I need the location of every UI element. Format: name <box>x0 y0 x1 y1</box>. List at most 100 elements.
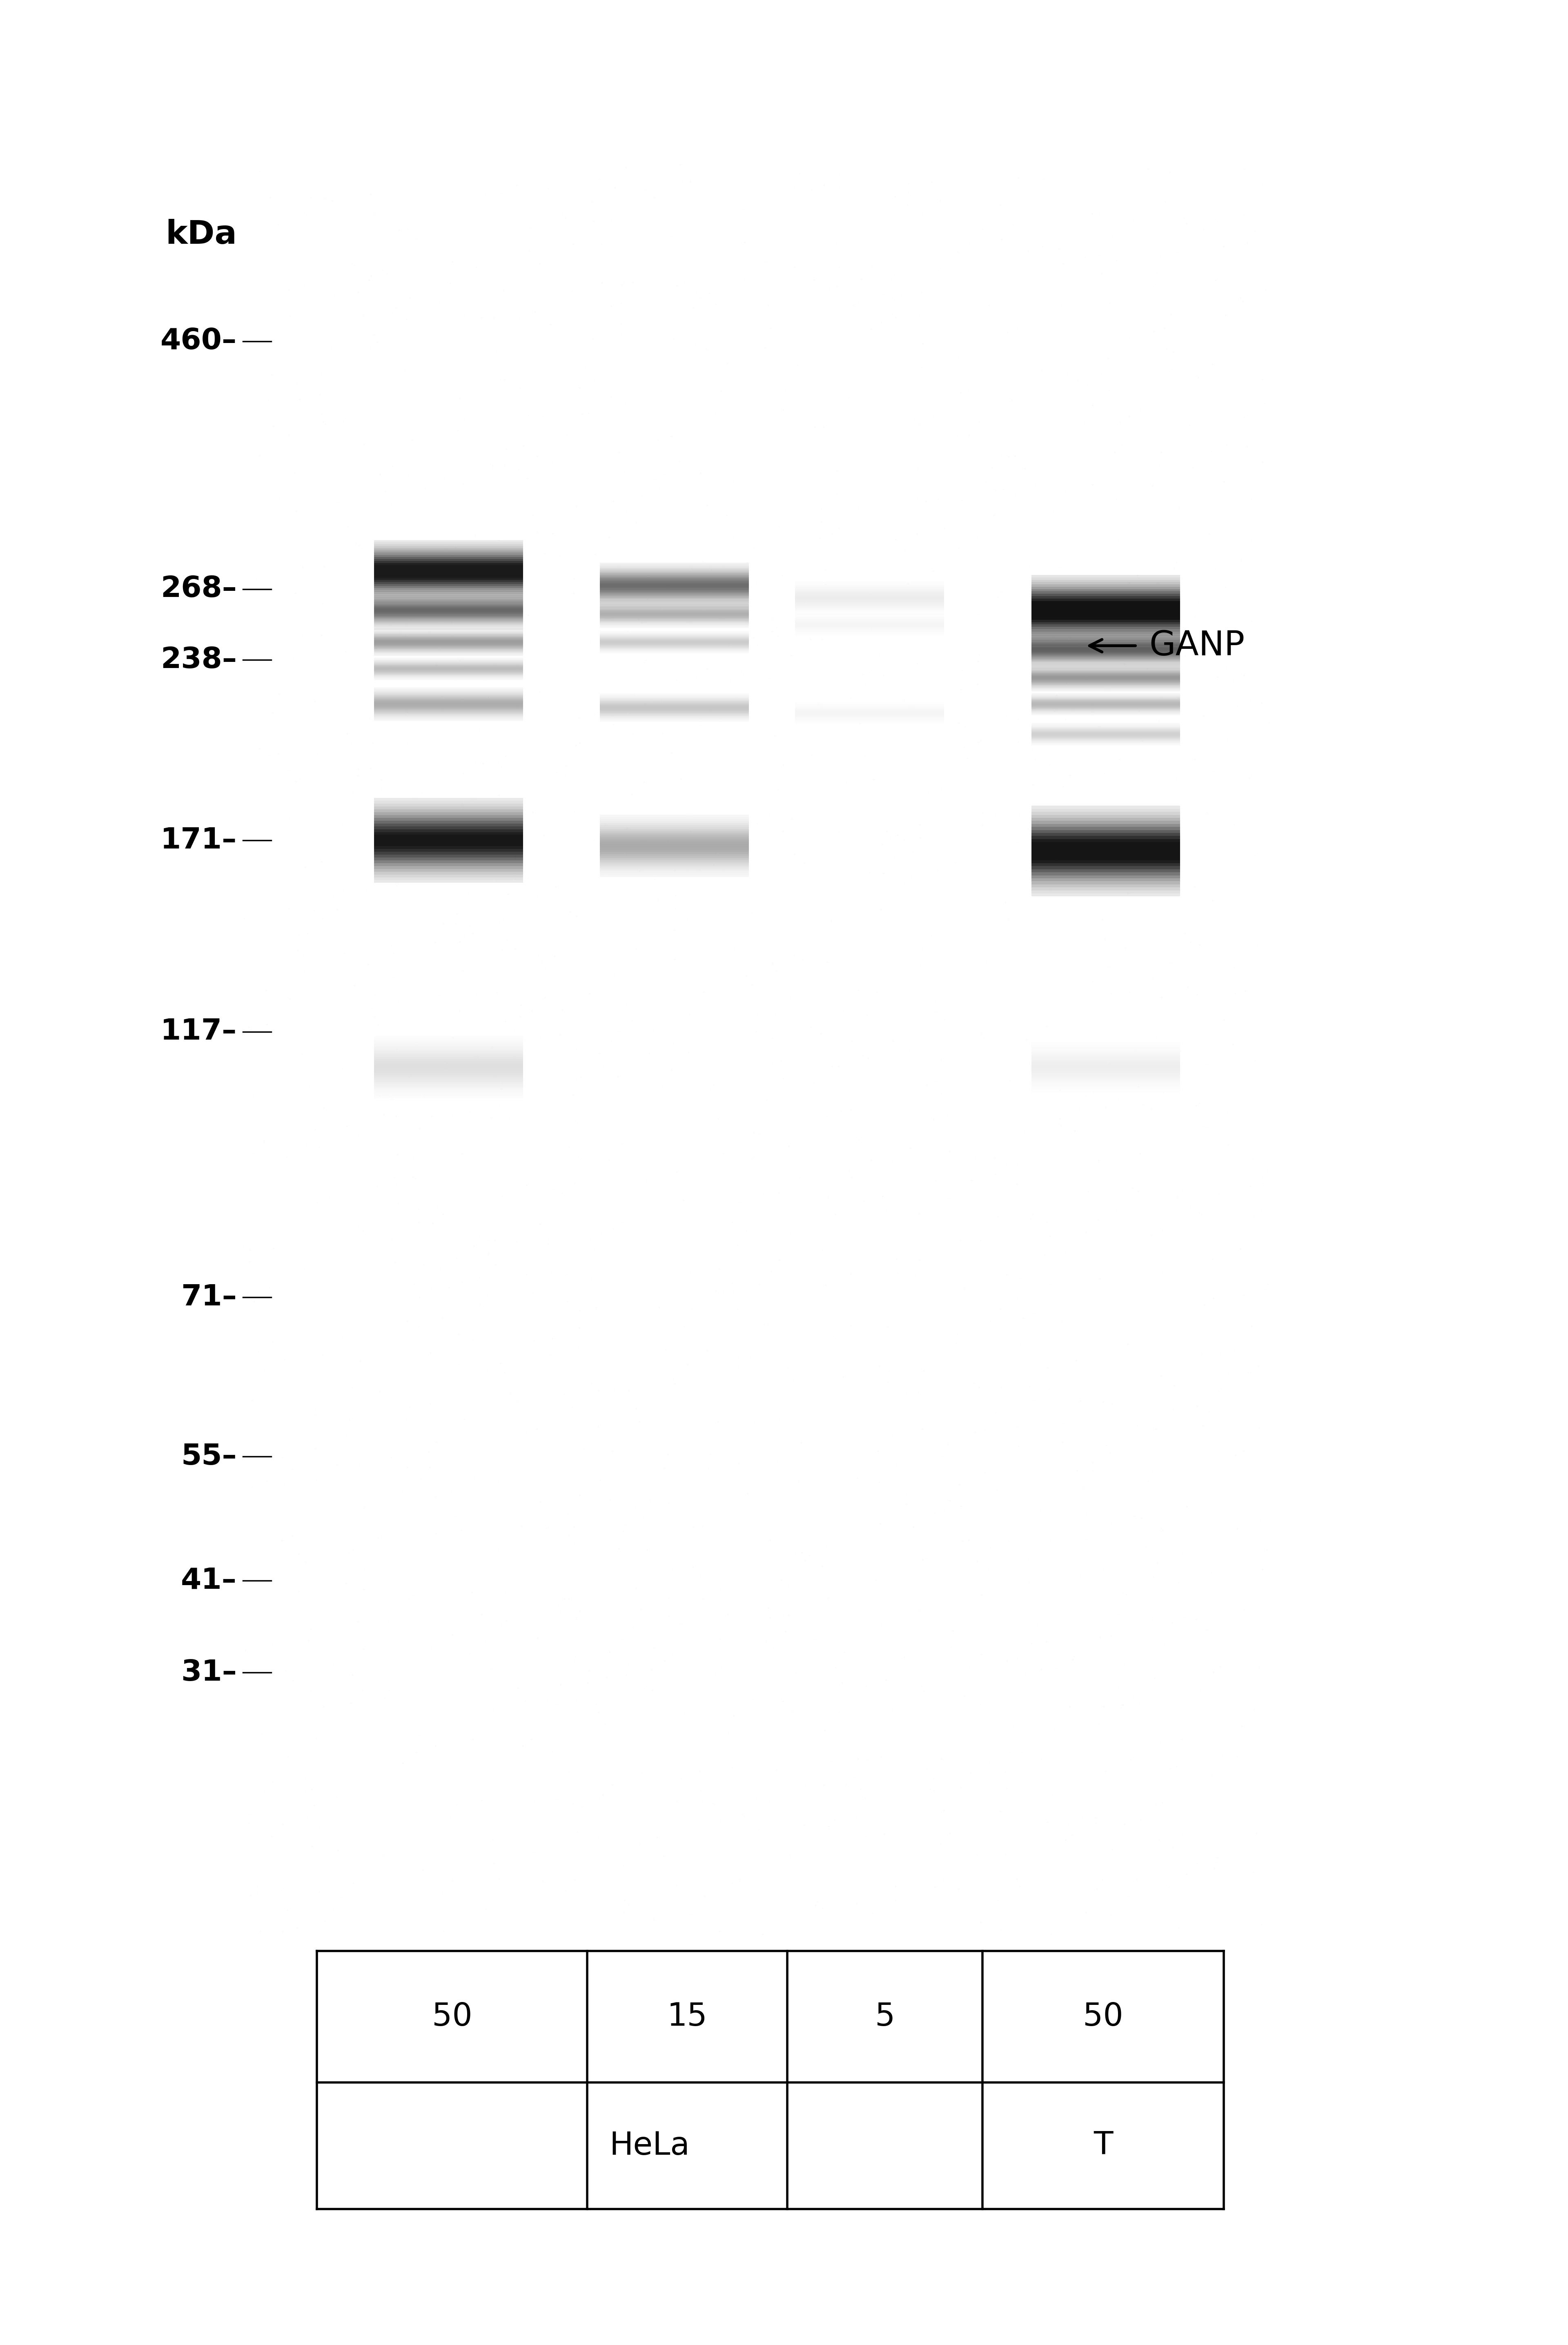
Point <box>878 893 903 931</box>
Point <box>768 1285 793 1323</box>
Point <box>687 1752 712 1789</box>
Point <box>425 1423 450 1461</box>
Point <box>820 392 845 429</box>
Point <box>1201 779 1226 816</box>
Point <box>535 1681 560 1719</box>
Point <box>318 1205 343 1243</box>
Point <box>472 1447 497 1484</box>
Point <box>967 1222 993 1259</box>
Point <box>566 1813 591 1850</box>
Point <box>638 443 663 481</box>
Point <box>1115 1325 1140 1362</box>
Point <box>1054 664 1079 701</box>
Point <box>271 1914 296 1951</box>
Point <box>963 1707 988 1745</box>
Point <box>696 696 721 734</box>
Point <box>770 1684 795 1721</box>
Point <box>677 1426 702 1463</box>
Point <box>478 331 503 368</box>
Point <box>633 171 659 209</box>
Point <box>588 1215 613 1252</box>
Point <box>800 816 825 854</box>
Point <box>775 682 800 720</box>
Point <box>713 497 739 535</box>
Point <box>784 1559 809 1597</box>
Point <box>560 1388 585 1426</box>
Point <box>521 497 546 535</box>
Point <box>853 1817 878 1855</box>
Point <box>1214 295 1239 333</box>
Point <box>528 1018 554 1055</box>
Point <box>809 1015 834 1053</box>
Point <box>1195 938 1220 976</box>
Point <box>1220 774 1245 811</box>
Point <box>1231 1276 1256 1313</box>
Point <box>1033 1623 1058 1660</box>
Point <box>387 345 412 382</box>
Point <box>1157 392 1182 429</box>
Point <box>301 260 326 298</box>
Point <box>586 159 612 197</box>
Point <box>351 1630 376 1667</box>
Point <box>398 1578 423 1616</box>
Point <box>546 647 571 685</box>
Point <box>673 303 698 340</box>
Point <box>1087 1705 1112 1742</box>
Point <box>905 516 930 553</box>
Point <box>655 406 681 443</box>
Point <box>232 347 257 385</box>
Point <box>423 413 448 450</box>
Point <box>480 450 505 488</box>
Point <box>343 903 368 940</box>
Point <box>1010 1301 1035 1339</box>
Point <box>582 696 607 734</box>
Bar <box>375 868 522 872</box>
Point <box>1152 310 1178 347</box>
Point <box>260 1785 285 1822</box>
Point <box>521 1398 546 1435</box>
Text: 71–: 71– <box>180 1283 237 1311</box>
Point <box>908 298 933 335</box>
Point <box>913 696 938 734</box>
Point <box>710 1414 735 1452</box>
Point <box>485 973 510 1011</box>
Point <box>1148 239 1173 277</box>
Point <box>746 1810 771 1848</box>
Point <box>560 1749 585 1787</box>
Point <box>677 1618 702 1656</box>
Point <box>555 882 580 919</box>
Point <box>1099 976 1124 1013</box>
Point <box>1160 626 1185 664</box>
Point <box>285 1909 310 1946</box>
Point <box>384 1318 409 1355</box>
Point <box>718 220 743 258</box>
Point <box>906 1241 931 1278</box>
Point <box>557 1592 582 1630</box>
Point <box>637 227 662 265</box>
Point <box>657 1365 682 1402</box>
Point <box>486 905 511 943</box>
Point <box>1215 1126 1240 1163</box>
Point <box>450 952 475 990</box>
Point <box>564 293 590 331</box>
Point <box>608 305 633 342</box>
Point <box>643 310 668 347</box>
Point <box>1160 1829 1185 1867</box>
Point <box>340 1531 365 1569</box>
Point <box>517 584 543 621</box>
Bar <box>1032 851 1181 854</box>
Point <box>358 328 383 366</box>
Point <box>1085 1421 1110 1459</box>
Point <box>1032 417 1057 455</box>
Point <box>778 1836 803 1874</box>
Point <box>271 1806 296 1843</box>
Point <box>502 1013 527 1051</box>
Point <box>563 1599 588 1637</box>
Point <box>282 961 307 999</box>
Point <box>376 1672 401 1710</box>
Point <box>408 251 433 288</box>
Point <box>285 1036 310 1074</box>
Point <box>1085 830 1110 868</box>
Point <box>792 1034 817 1072</box>
Point <box>624 216 649 253</box>
